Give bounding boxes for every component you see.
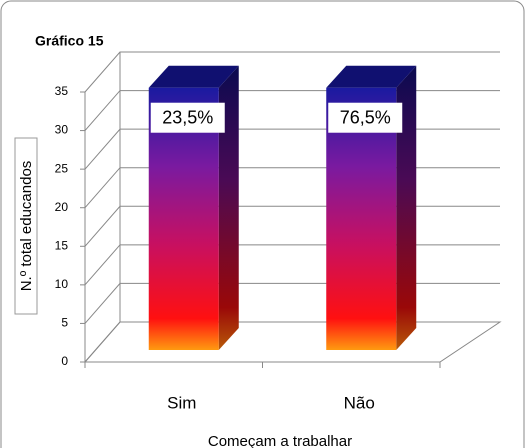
annotation: 23,5%: [162, 107, 213, 127]
bar-side: [218, 65, 239, 350]
x-tick-label: Sim: [167, 393, 196, 412]
y-tick-label: 20: [55, 200, 69, 214]
y-tick-label: 0: [61, 354, 68, 368]
annotation: 76,5%: [340, 107, 391, 127]
annotation-box: [328, 102, 403, 133]
y-axis-label: N.º total educandos: [18, 161, 35, 292]
y-tick-label: 15: [55, 238, 69, 252]
y-label-box: [14, 137, 38, 315]
y-tick-label: 5: [61, 316, 68, 330]
y-tick-label: 10: [55, 277, 69, 291]
y-tick-label: 25: [55, 161, 69, 175]
floor: [83, 321, 502, 363]
y-label-group: N.º total educandos: [14, 137, 38, 315]
x-axis-label: Começam a trabalhar: [208, 433, 352, 448]
y-tick-label: 35: [55, 84, 69, 98]
annotation-box: [150, 102, 225, 133]
y-tick-label: 30: [55, 123, 69, 137]
bar-side: [396, 65, 417, 350]
grid-line: [84, 51, 500, 93]
chart-title: Gráfico 15: [35, 33, 104, 49]
bar-top: [326, 65, 417, 88]
bar-top: [148, 65, 239, 88]
x-tick-label: Não: [344, 393, 375, 412]
